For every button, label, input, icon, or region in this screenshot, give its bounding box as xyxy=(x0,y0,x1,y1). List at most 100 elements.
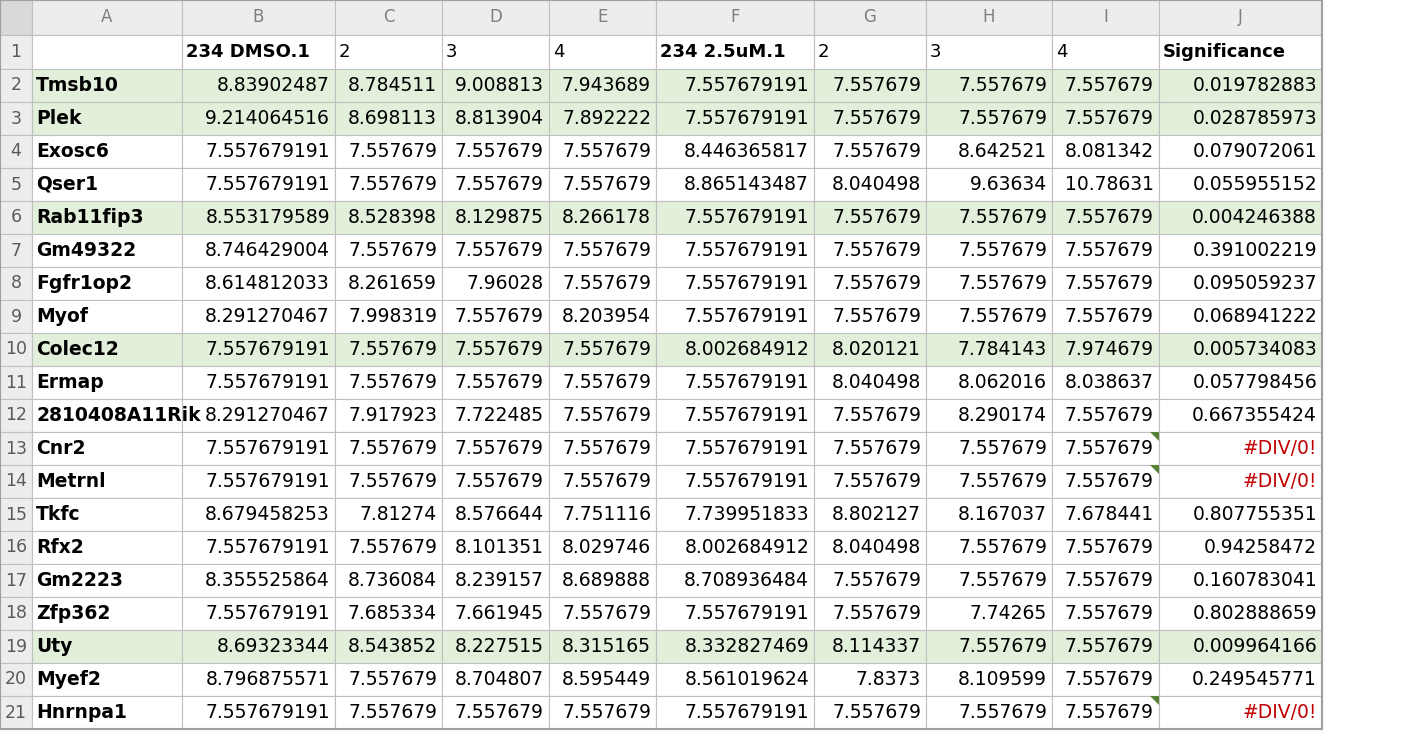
Text: 7.557679: 7.557679 xyxy=(1065,703,1155,722)
Bar xyxy=(1159,35,1322,69)
Text: 7.557679: 7.557679 xyxy=(562,472,651,491)
Text: 7.557679: 7.557679 xyxy=(348,340,437,359)
Bar xyxy=(336,69,442,102)
Text: 7.557679: 7.557679 xyxy=(1065,109,1155,128)
Bar xyxy=(549,366,656,399)
Text: 7.557679191: 7.557679191 xyxy=(205,604,330,623)
Text: Uty: Uty xyxy=(36,637,73,656)
Text: 7.557679: 7.557679 xyxy=(562,241,651,260)
Bar xyxy=(1159,168,1322,201)
Bar xyxy=(1159,564,1322,597)
Text: 7.557679: 7.557679 xyxy=(455,340,545,359)
Text: 0.391002219: 0.391002219 xyxy=(1193,241,1317,260)
Bar xyxy=(182,201,336,234)
Bar xyxy=(656,69,813,102)
Text: 8.266178: 8.266178 xyxy=(562,208,651,227)
Text: 8.038637: 8.038637 xyxy=(1065,373,1155,392)
Bar xyxy=(33,630,182,663)
Text: 7.557679191: 7.557679191 xyxy=(684,604,809,623)
Bar xyxy=(33,597,182,630)
Text: 2810408A11Rik: 2810408A11Rik xyxy=(36,406,201,425)
Text: 8.167037: 8.167037 xyxy=(958,505,1047,524)
Text: 7.557679: 7.557679 xyxy=(1065,670,1155,689)
Text: 7.557679: 7.557679 xyxy=(832,142,921,161)
Text: #DIV/0!: #DIV/0! xyxy=(1243,472,1317,491)
Text: 8.081342: 8.081342 xyxy=(1065,142,1155,161)
Bar xyxy=(926,333,1052,366)
Bar xyxy=(336,630,442,663)
Text: 7.917923: 7.917923 xyxy=(348,406,437,425)
Text: 7.557679191: 7.557679191 xyxy=(684,241,809,260)
Text: Rfx2: Rfx2 xyxy=(36,538,84,557)
Text: 7.557679: 7.557679 xyxy=(958,76,1047,95)
Bar xyxy=(1052,399,1159,432)
Bar xyxy=(442,0,549,35)
Text: 7.557679191: 7.557679191 xyxy=(684,703,809,722)
Text: 7.557679191: 7.557679191 xyxy=(684,373,809,392)
Text: 9: 9 xyxy=(10,308,21,326)
Bar xyxy=(1052,531,1159,564)
Bar xyxy=(0,531,33,564)
Text: 8.315165: 8.315165 xyxy=(562,637,651,656)
Text: 8.332827469: 8.332827469 xyxy=(684,637,809,656)
Text: 2: 2 xyxy=(818,43,829,61)
Text: 7.557679: 7.557679 xyxy=(348,175,437,194)
Text: 8.040498: 8.040498 xyxy=(832,175,921,194)
Text: 8.543852: 8.543852 xyxy=(348,637,437,656)
Bar xyxy=(442,201,549,234)
Text: 12: 12 xyxy=(6,407,27,425)
Bar xyxy=(1052,168,1159,201)
Text: 2: 2 xyxy=(338,43,350,61)
Bar xyxy=(549,564,656,597)
Bar xyxy=(336,498,442,531)
Text: 7.557679: 7.557679 xyxy=(348,472,437,491)
Text: 1: 1 xyxy=(10,43,21,61)
Bar xyxy=(1159,696,1322,729)
Text: 7.557679: 7.557679 xyxy=(562,373,651,392)
Text: 7.557679: 7.557679 xyxy=(348,670,437,689)
Bar xyxy=(442,564,549,597)
Bar xyxy=(336,399,442,432)
Bar xyxy=(549,531,656,564)
Bar xyxy=(182,465,336,498)
Bar xyxy=(1052,201,1159,234)
Text: 7.557679: 7.557679 xyxy=(1065,538,1155,557)
Bar xyxy=(926,300,1052,333)
Text: 7.557679: 7.557679 xyxy=(1065,406,1155,425)
Bar xyxy=(33,135,182,168)
Bar xyxy=(813,663,926,696)
Text: 8.813904: 8.813904 xyxy=(455,109,545,128)
Bar xyxy=(656,399,813,432)
Bar xyxy=(33,267,182,300)
Bar xyxy=(1052,432,1159,465)
Bar xyxy=(1052,267,1159,300)
Bar xyxy=(1052,0,1159,35)
Bar xyxy=(656,432,813,465)
Bar xyxy=(926,465,1052,498)
Text: 0.94258472: 0.94258472 xyxy=(1204,538,1317,557)
Bar xyxy=(926,366,1052,399)
Bar xyxy=(656,498,813,531)
Text: 7.557679: 7.557679 xyxy=(455,175,545,194)
Bar xyxy=(1052,498,1159,531)
Bar xyxy=(0,234,33,267)
Text: 7.557679191: 7.557679191 xyxy=(684,274,809,293)
Text: 7.557679: 7.557679 xyxy=(455,373,545,392)
Bar xyxy=(656,333,813,366)
Text: 5: 5 xyxy=(10,175,21,194)
Text: 8.290174: 8.290174 xyxy=(958,406,1047,425)
Bar xyxy=(656,663,813,696)
Text: 3: 3 xyxy=(10,110,21,128)
Bar xyxy=(182,333,336,366)
Bar xyxy=(182,432,336,465)
Text: 8.291270467: 8.291270467 xyxy=(205,307,330,326)
Text: 8.698113: 8.698113 xyxy=(348,109,437,128)
Text: 7.557679: 7.557679 xyxy=(832,274,921,293)
Text: 7.557679: 7.557679 xyxy=(958,472,1047,491)
Text: 19: 19 xyxy=(4,637,27,655)
Text: 8.561019624: 8.561019624 xyxy=(684,670,809,689)
Bar xyxy=(1052,630,1159,663)
Text: 8.203954: 8.203954 xyxy=(562,307,651,326)
Text: Colec12: Colec12 xyxy=(36,340,119,359)
Text: 7.557679191: 7.557679191 xyxy=(684,307,809,326)
